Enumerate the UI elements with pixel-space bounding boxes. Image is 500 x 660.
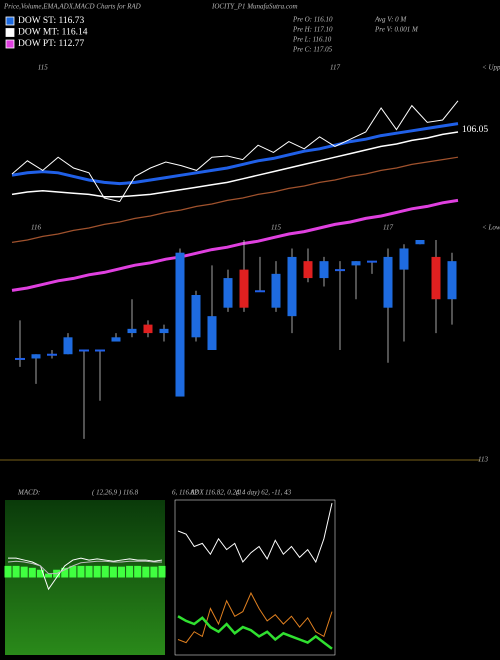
histogram-bar bbox=[69, 565, 77, 578]
histogram-bar bbox=[85, 565, 93, 578]
info-text: Pre C: 117.05 bbox=[292, 46, 333, 54]
series-line bbox=[177, 591, 333, 644]
info-text: Pre H: 117.10 bbox=[292, 26, 333, 34]
info-text: Pre L: 116.10 bbox=[292, 36, 332, 44]
candle-body bbox=[335, 269, 345, 272]
candle-body bbox=[207, 316, 217, 350]
band-label: < Upper bbox=[482, 64, 500, 72]
info-text: Pre V: 0.001 M bbox=[374, 26, 419, 34]
adx-panel bbox=[174, 499, 336, 656]
histogram-bar bbox=[61, 567, 69, 578]
candle-body bbox=[271, 273, 281, 308]
price-label: 106.05 bbox=[462, 125, 488, 135]
histogram-bar bbox=[45, 573, 53, 578]
candle-body bbox=[63, 337, 73, 355]
histogram-bar bbox=[28, 567, 36, 578]
histogram-bar bbox=[117, 566, 125, 578]
candle-body bbox=[383, 256, 393, 308]
candle-body bbox=[31, 354, 41, 359]
histogram-bar bbox=[109, 566, 117, 578]
x-label: 116 bbox=[31, 224, 41, 232]
candle-body bbox=[47, 353, 57, 356]
candle-body bbox=[127, 328, 137, 334]
candle-body bbox=[239, 269, 249, 308]
y-tick-label: 113 bbox=[478, 456, 488, 464]
candle-body bbox=[143, 324, 153, 334]
series-line bbox=[11, 131, 459, 198]
candle-body bbox=[159, 328, 169, 334]
candle-body bbox=[399, 248, 409, 270]
panel-label: 116.82, 0.24 bbox=[205, 489, 240, 497]
candle-body bbox=[287, 256, 297, 317]
series-line bbox=[7, 560, 162, 575]
histogram-bar bbox=[150, 566, 158, 578]
candle-body bbox=[79, 349, 89, 352]
panel-label: 6, 116.82 bbox=[172, 489, 198, 497]
series-line bbox=[8, 557, 163, 591]
histogram-bar bbox=[12, 565, 20, 578]
legend-swatch bbox=[5, 16, 15, 26]
candle-body bbox=[431, 256, 441, 300]
series-line bbox=[11, 122, 459, 186]
legend-label: DOW ST: 116.73 bbox=[18, 16, 85, 26]
info-text: Pre O: 116.10 bbox=[292, 16, 333, 24]
band-label: < Lower bbox=[482, 224, 500, 232]
histogram-bar bbox=[101, 565, 109, 578]
candle-body bbox=[191, 295, 201, 338]
histogram-bar bbox=[36, 569, 44, 578]
series-line bbox=[11, 100, 459, 203]
candle-body bbox=[255, 290, 265, 293]
x-label: 115 bbox=[271, 224, 281, 232]
candle-body bbox=[15, 357, 25, 360]
x-label: 117 bbox=[330, 64, 340, 72]
panel-label: ADX bbox=[189, 489, 204, 497]
histogram-bar bbox=[126, 565, 134, 578]
histogram-bar bbox=[93, 565, 101, 578]
x-label: 117 bbox=[383, 224, 393, 232]
histogram-bar bbox=[4, 565, 12, 578]
legend-swatch bbox=[5, 28, 15, 37]
legend-label: DOW MT: 116.14 bbox=[18, 28, 88, 38]
candle-body bbox=[415, 240, 425, 245]
series-line bbox=[177, 502, 333, 564]
candle-body bbox=[223, 278, 233, 308]
candle-body bbox=[111, 337, 121, 342]
candle-body bbox=[367, 260, 377, 263]
histogram-bar bbox=[134, 565, 142, 578]
panel-label: ( 12,26,9 ) 116.8 bbox=[92, 489, 139, 497]
panel-label: (14 day) 62, -11, 43 bbox=[236, 489, 292, 497]
histogram-bar bbox=[77, 565, 85, 578]
title-site: IOCITY_P1 MunafaSutra.com bbox=[211, 3, 298, 11]
series-line bbox=[177, 615, 333, 650]
candle-body bbox=[351, 261, 361, 266]
info-text: Avg V: 0 M bbox=[374, 16, 407, 24]
legend-swatch bbox=[5, 39, 15, 49]
candle-body bbox=[95, 349, 105, 352]
candle-body bbox=[319, 261, 329, 279]
candle-body bbox=[303, 261, 313, 279]
series-line bbox=[11, 156, 459, 243]
title: Price,Volume,EMA,ADX,MACD Charts for RAD bbox=[3, 3, 141, 11]
series-line bbox=[11, 198, 459, 292]
panel-label: MACD: bbox=[17, 489, 40, 497]
x-label: 115 bbox=[38, 64, 48, 72]
candle-body bbox=[447, 261, 457, 300]
legend-label: DOW PT: 112.77 bbox=[18, 39, 85, 49]
candle-body bbox=[175, 252, 185, 397]
histogram-bar bbox=[20, 566, 28, 578]
histogram-bar bbox=[158, 565, 166, 578]
histogram-bar bbox=[142, 566, 150, 578]
